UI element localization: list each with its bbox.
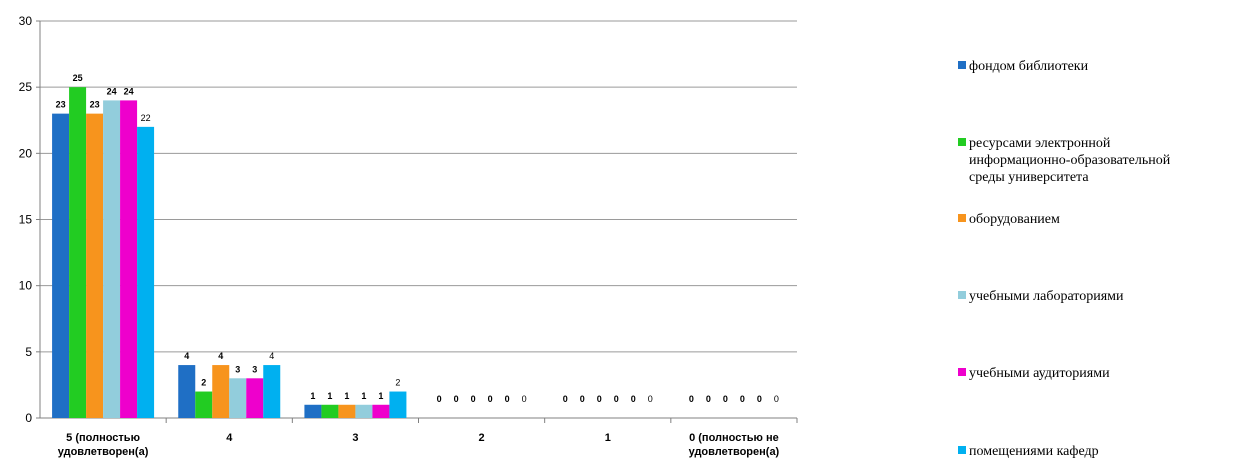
bar bbox=[69, 87, 87, 419]
x-tick-label: удовлетворен(а) bbox=[689, 446, 780, 458]
data-label: 23 bbox=[90, 100, 100, 110]
data-label: 0 bbox=[740, 394, 745, 404]
x-tick-label: 0 (полностью не bbox=[689, 432, 779, 444]
data-label: 4 bbox=[218, 351, 223, 361]
data-label: 25 bbox=[73, 73, 83, 83]
x-tick-label: 5 (полностью bbox=[66, 432, 140, 444]
data-label: 1 bbox=[378, 391, 383, 401]
legend-label: ресурсами электронной bbox=[969, 136, 1111, 151]
bar bbox=[304, 404, 322, 418]
bar bbox=[195, 391, 213, 418]
y-tick-label: 25 bbox=[19, 80, 33, 94]
data-label: 1 bbox=[327, 391, 332, 401]
legend-label: оборудованием bbox=[969, 212, 1060, 227]
x-tick-label: 1 bbox=[605, 432, 611, 444]
data-label: 0 bbox=[505, 394, 510, 404]
bar bbox=[229, 378, 247, 418]
data-label: 1 bbox=[344, 391, 349, 401]
data-label: 0 bbox=[471, 394, 476, 404]
bar bbox=[246, 378, 264, 418]
data-label: 0 bbox=[723, 394, 728, 404]
x-tick-label: удовлетворен(а) bbox=[58, 446, 149, 458]
y-axis-ticks: 0 5 10 15 20 25 30 bbox=[19, 14, 41, 425]
data-label: 0 bbox=[614, 394, 619, 404]
bar bbox=[372, 404, 390, 418]
x-tick-label: 3 bbox=[352, 432, 358, 444]
data-label: 0 bbox=[648, 394, 653, 404]
legend-swatch bbox=[958, 61, 966, 69]
legend-label: информационно-образовательной bbox=[969, 153, 1171, 168]
bar bbox=[355, 404, 373, 418]
data-label: 0 bbox=[774, 394, 779, 404]
legend-label: среды университета bbox=[969, 170, 1089, 185]
bar bbox=[52, 113, 70, 418]
x-tick-label: 2 bbox=[479, 432, 485, 444]
bar bbox=[389, 391, 407, 418]
legend-swatch bbox=[958, 368, 966, 376]
x-tick-label: 4 bbox=[226, 432, 233, 444]
data-label: 0 bbox=[488, 394, 493, 404]
legend-swatch bbox=[958, 214, 966, 222]
bar bbox=[321, 404, 339, 418]
x-axis: 5 (полностью удовлетворен(а) 4 3 2 1 0 (полнос… bbox=[58, 418, 798, 458]
data-label: 1 bbox=[310, 391, 315, 401]
bar bbox=[137, 126, 155, 418]
legend-swatch bbox=[958, 446, 966, 454]
data-label: 2 bbox=[201, 378, 206, 388]
bar bbox=[212, 365, 230, 418]
y-tick-label: 10 bbox=[19, 279, 33, 293]
bar bbox=[263, 365, 281, 418]
legend-label: фондом библиотеки bbox=[969, 59, 1089, 74]
bar bbox=[86, 113, 104, 418]
y-tick-label: 20 bbox=[19, 146, 33, 160]
data-label: 24 bbox=[124, 86, 134, 96]
data-label: 0 bbox=[689, 394, 694, 404]
y-tick-label: 15 bbox=[19, 213, 33, 227]
data-label: 0 bbox=[706, 394, 711, 404]
y-tick-label: 5 bbox=[25, 345, 32, 359]
data-label: 22 bbox=[141, 113, 151, 123]
legend-swatch bbox=[958, 138, 966, 146]
data-label: 0 bbox=[563, 394, 568, 404]
bar bbox=[103, 100, 121, 419]
data-label: 0 bbox=[757, 394, 762, 404]
legend-swatch bbox=[958, 291, 966, 299]
data-label: 3 bbox=[235, 364, 240, 374]
bars bbox=[52, 87, 407, 419]
data-label: 0 bbox=[454, 394, 459, 404]
data-label: 2 bbox=[395, 378, 400, 388]
data-label: 0 bbox=[437, 394, 442, 404]
bar bbox=[178, 365, 196, 418]
y-tick-label: 0 bbox=[25, 411, 32, 425]
legend-label: учебными аудиториями bbox=[969, 366, 1110, 381]
legend-label: учебными лабораториями bbox=[969, 289, 1124, 304]
data-label: 0 bbox=[631, 394, 636, 404]
data-label: 4 bbox=[269, 351, 274, 361]
legend-label: помещениями кафедр bbox=[969, 444, 1099, 459]
data-label: 3 bbox=[252, 364, 257, 374]
bar bbox=[120, 100, 138, 419]
data-label: 4 bbox=[184, 351, 189, 361]
gridlines bbox=[40, 20, 797, 419]
y-tick-label: 30 bbox=[19, 14, 33, 28]
bar bbox=[338, 404, 356, 418]
data-label: 0 bbox=[580, 394, 585, 404]
data-label: 0 bbox=[522, 394, 527, 404]
data-label: 1 bbox=[361, 391, 366, 401]
data-label: 23 bbox=[56, 100, 66, 110]
legend: фондом библиотеки ресурсами электронной ин… bbox=[958, 59, 1171, 459]
data-label: 24 bbox=[107, 86, 117, 96]
data-label: 0 bbox=[597, 394, 602, 404]
